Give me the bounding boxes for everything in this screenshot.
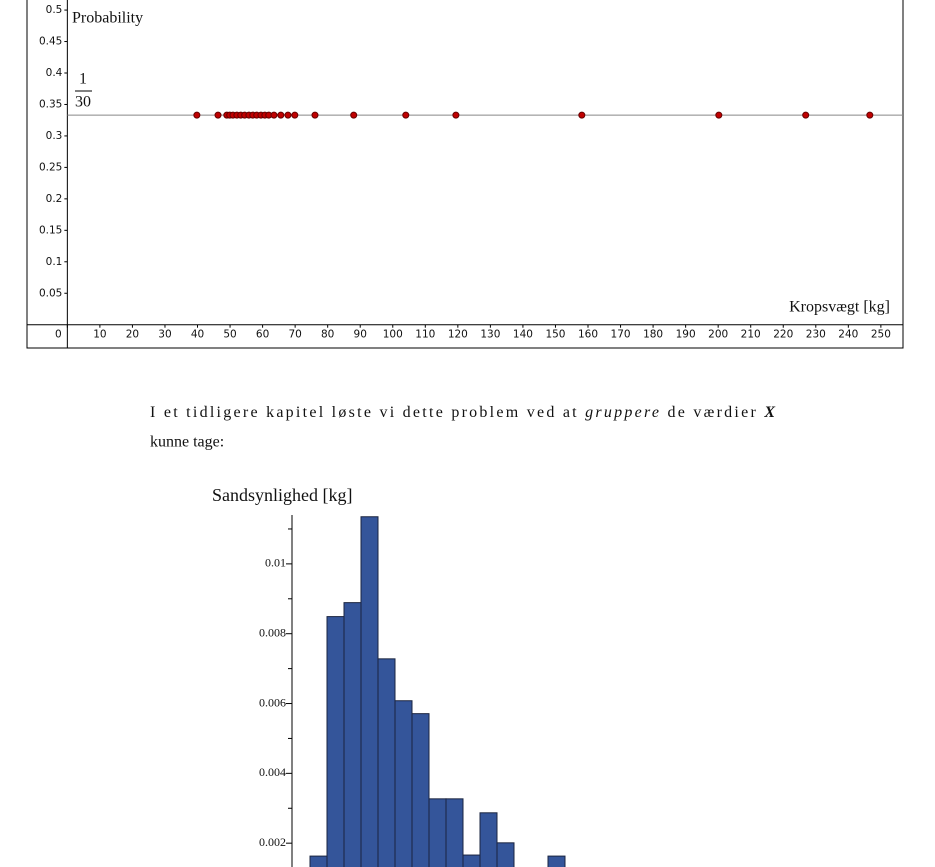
text-run: de værdier [661,404,762,421]
bar [445,798,464,867]
paragraph-line: kunne tage: [150,434,224,451]
y-tick-label: 0.002 [259,835,286,849]
y-tick-label: 0.008 [259,625,286,639]
y-tick-label: 0.4 [46,67,63,79]
y-tick-label: 0.35 [39,98,62,110]
x-tick-label: 120 [448,329,468,341]
data-point [578,111,586,119]
fraction-denominator: 30 [75,94,91,111]
bar [377,658,396,867]
y-tick-label: 0.05 [39,287,62,299]
y-tick-label: 0.004 [259,765,286,779]
data-point [311,111,319,119]
data-point [284,111,292,119]
x-tick-label: 80 [321,329,334,341]
bar [411,713,430,867]
x-tick-label: 210 [741,329,761,341]
data-point [452,111,460,119]
x-tick-label: 200 [708,329,728,341]
x-tick-label: 50 [223,329,236,341]
x-tick-label: 70 [288,329,301,341]
bar [309,855,328,867]
x-tick-label: 20 [126,329,139,341]
y-tick-label: 0.1 [46,256,63,268]
x-tick-label: 140 [513,329,533,341]
x-tick-label: 90 [354,329,367,341]
plot-frame [26,0,904,349]
y-axis-label: Probability [72,10,143,27]
x-tick-label: 250 [871,329,891,341]
x-tick-label: 10 [93,329,106,341]
x-tick-label: 220 [773,329,793,341]
bar [462,854,481,867]
x-tick-label: 170 [611,329,631,341]
text-run: I et tidligere kapitel løste vi dette pr… [150,404,583,421]
x-tick-label: 130 [480,329,500,341]
emphasis: gruppere [585,404,659,421]
x-tick-label: 160 [578,329,598,341]
y-tick-label: 0.006 [259,695,286,709]
x-axis-label: Kropsvægt [kg] [789,299,890,316]
y-tick-label: 0.45 [39,36,62,48]
data-point [866,111,874,119]
y-tick-label: 0.3 [46,130,63,142]
x-tick-label: 190 [676,329,696,341]
x-tick-label: 230 [806,329,826,341]
fraction-numerator: 1 [79,71,87,88]
y-tick-label: 0.15 [39,224,62,236]
bar [326,616,345,867]
data-point [193,111,201,119]
y-tick-label: 0.2 [46,193,63,205]
bar [547,855,566,867]
y-tick-label: 0.01 [265,556,286,570]
bar [428,798,447,867]
x-tick-label: 0 [55,329,62,341]
paragraph-line: I et tidligere kapitel løste vi dette pr… [150,404,775,421]
y-tick-label: 0.25 [39,161,62,173]
bar [479,812,498,867]
x-tick-label: 40 [191,329,204,341]
bar [360,516,379,867]
bar [394,700,413,867]
bar [343,602,362,867]
data-point [802,111,810,119]
y-axis-label: Sandsynlighed [kg] [212,485,352,505]
x-tick-label: 60 [256,329,269,341]
y-tick-label: 0.5 [46,4,63,16]
data-point [277,111,285,119]
data-point [270,111,278,119]
variable: X [763,404,775,421]
data-point [350,111,358,119]
data-point [291,111,299,119]
x-tick-label: 180 [643,329,663,341]
data-point [715,111,723,119]
x-tick-label: 100 [383,329,403,341]
data-point [214,111,222,119]
x-tick-label: 30 [158,329,171,341]
x-tick-label: 110 [415,329,435,341]
x-tick-label: 150 [545,329,565,341]
x-tick-label: 240 [838,329,858,341]
data-point [402,111,410,119]
bar [496,842,515,867]
